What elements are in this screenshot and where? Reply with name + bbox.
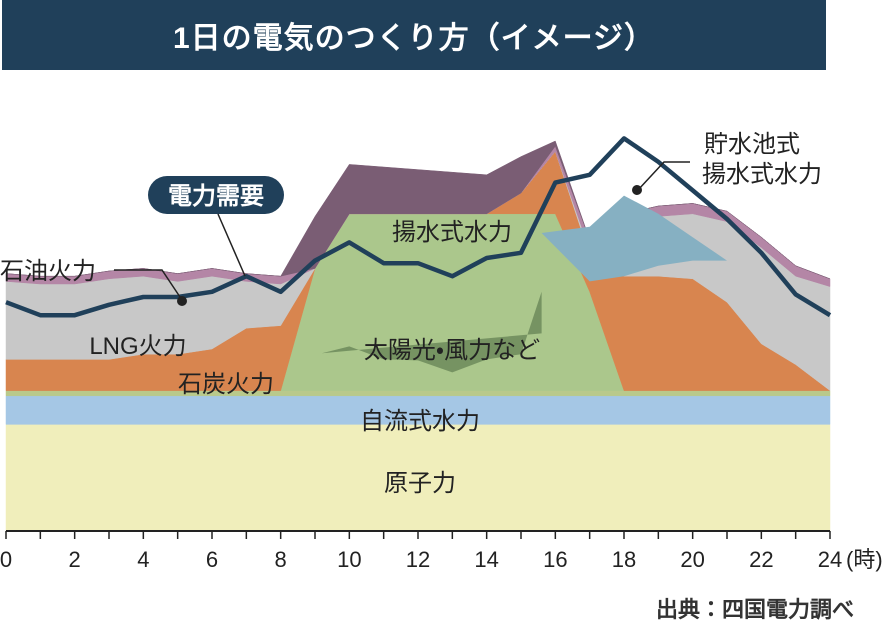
x-tick-label: 12 — [406, 547, 430, 572]
label-solar-wind: 太陽光・風力など — [364, 337, 540, 364]
label-pumped-hydro: 揚水式水力 — [392, 219, 512, 246]
x-tick-label: 18 — [612, 547, 636, 572]
leader-oil — [114, 269, 183, 301]
label-nuclear: 原子力 — [384, 470, 456, 497]
area-reservoir-pumping — [541, 195, 762, 292]
x-tick-label: 20 — [680, 547, 704, 572]
leader-reservoir — [637, 161, 690, 191]
label-demand: 電力需要 — [168, 183, 264, 210]
label-coal: 石炭火力 — [178, 371, 274, 398]
chart-title: 1日の電気のつくり方（イメージ） — [2, 0, 826, 70]
area-pumping-charge — [321, 291, 542, 373]
leader-dot-reservoir — [632, 185, 642, 195]
x-tick-label: 16 — [543, 547, 567, 572]
x-tick-label: 8 — [275, 547, 287, 572]
source-note: 出典：四国電力調べ — [655, 597, 854, 622]
x-axis-unit: (時) — [846, 547, 883, 572]
leader-dot-oil — [177, 296, 187, 306]
x-tick-label: 6 — [206, 547, 218, 572]
x-tick-label: 14 — [474, 547, 498, 572]
leader-demand — [217, 213, 246, 277]
x-tick-label: 24 — [818, 547, 842, 572]
label-reservoir-2: 揚水式水力 — [702, 161, 822, 188]
label-reservoir-1: 貯水池式 — [704, 131, 800, 158]
label-oil: 石油火力 — [0, 258, 96, 285]
x-tick-label: 10 — [337, 547, 361, 572]
demand-callout-box — [148, 176, 284, 214]
area-layer-2 — [5, 390, 831, 397]
label-lng: LNG火力 — [89, 333, 186, 360]
demand-line — [5, 136, 832, 318]
x-tick-label: 2 — [69, 547, 81, 572]
label-run-of-river: 自流式水力 — [360, 408, 480, 435]
x-tick-label: 4 — [137, 547, 149, 572]
x-tick-label: 0 — [0, 547, 12, 572]
area-layer-7 — [5, 140, 831, 280]
x-tick-label: 22 — [749, 547, 773, 572]
